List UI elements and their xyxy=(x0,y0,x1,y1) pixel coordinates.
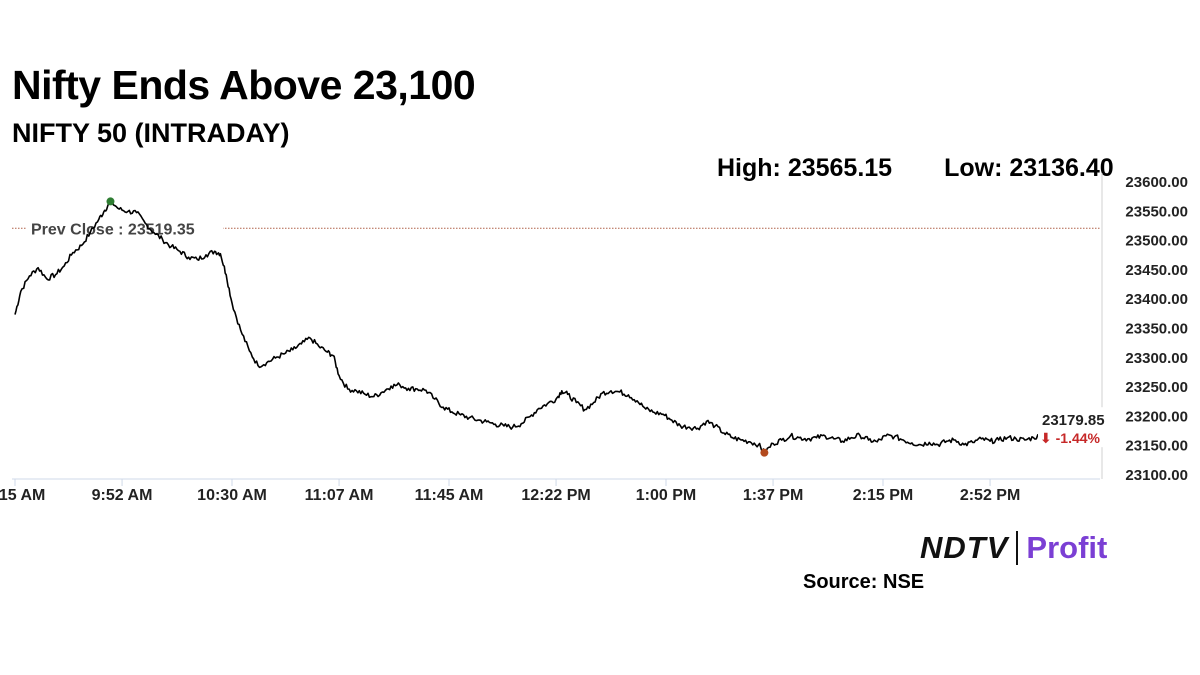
plot-area xyxy=(14,199,1066,454)
source-note: Source: NSE xyxy=(803,571,925,593)
y-tick-label: 23350.00 xyxy=(1125,321,1188,338)
day-low-marker xyxy=(760,448,769,457)
y-tick-label: 23250.00 xyxy=(1125,379,1188,396)
x-tick-label: 10:30 AM xyxy=(197,487,267,504)
x-tick-label: 1:37 PM xyxy=(743,487,803,504)
prev-close-label-bg xyxy=(27,217,223,239)
x-tick-label: 2:15 PM xyxy=(853,487,913,504)
last-value-box xyxy=(1038,407,1106,448)
x-tick-label: 9:15 AM xyxy=(0,487,45,504)
change-percent-label: ⬇ -1.44% xyxy=(1040,430,1101,446)
day-low-label: Low: 23136.40 xyxy=(944,154,1114,182)
nifty-price-line xyxy=(14,199,1066,454)
x-tick-label: 9:52 AM xyxy=(92,487,153,504)
brand-divider xyxy=(1016,531,1019,565)
y-tick-label: 23600.00 xyxy=(1125,174,1188,191)
x-tick-label: 12:22 PM xyxy=(521,487,590,504)
x-tick-label: 11:45 AM xyxy=(415,487,484,504)
y-tick-label: 23100.00 xyxy=(1125,467,1188,484)
prev-close-reference: Prev Close : 23519.35 xyxy=(12,217,1100,239)
chart-headline: Nifty Ends Above 23,100 xyxy=(12,62,476,108)
last-value-label: 23179.85 xyxy=(1042,412,1105,429)
high-low-summary: High: 23565.15 Low: 23136.40 xyxy=(717,154,1114,183)
y-tick-label: 23400.00 xyxy=(1125,291,1188,308)
x-tick-label: 11:07 AM xyxy=(305,487,374,504)
brand-left: NDTV xyxy=(920,530,1009,565)
y-tick-label: 23550.00 xyxy=(1125,203,1188,220)
day-high-label: High: 23565.15 xyxy=(717,154,893,182)
x-tick-label: 1:00 PM xyxy=(636,487,696,504)
chart-subtitle: NIFTY 50 (INTRADAY) xyxy=(12,118,290,148)
brand-right: Profit xyxy=(1026,530,1108,565)
y-tick-label: 23150.00 xyxy=(1125,438,1188,455)
day-high-marker xyxy=(106,197,115,206)
chart-markers: 23179.85⬇ -1.44% xyxy=(106,197,1106,457)
prev-close-label: Prev Close : 23519.35 xyxy=(31,221,195,238)
x-tick-label: 2:52 PM xyxy=(960,487,1020,504)
y-tick-label: 23500.00 xyxy=(1125,233,1188,250)
y-tick-label: 23200.00 xyxy=(1125,408,1188,425)
y-tick-label: 23450.00 xyxy=(1125,262,1188,279)
y-tick-label: 23300.00 xyxy=(1125,350,1188,367)
ndtv-profit-logo: NDTV Profit xyxy=(920,530,1107,566)
